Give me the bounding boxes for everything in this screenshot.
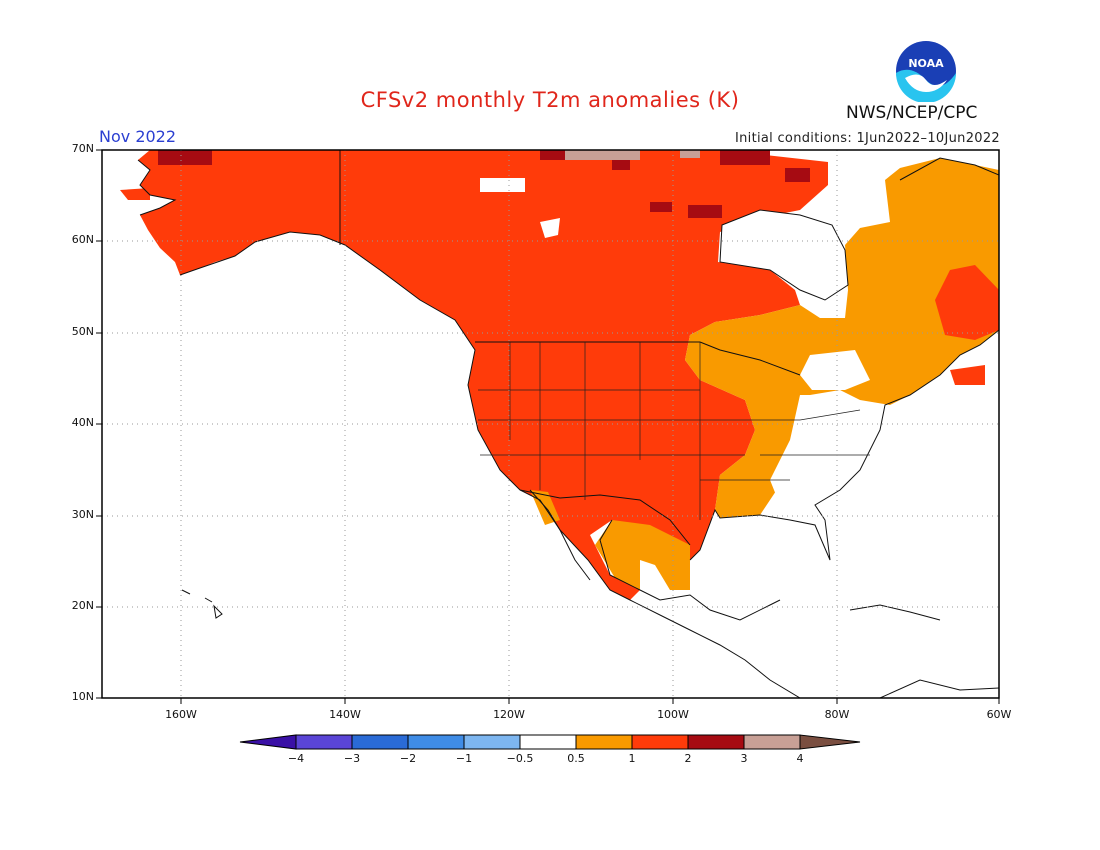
lon-label: 60W <box>986 708 1012 721</box>
anomaly-region-3-to-4 <box>565 150 640 160</box>
lat-label: 40N <box>71 416 94 429</box>
colorbar-bin <box>295 734 353 750</box>
colorbar-bin <box>519 734 577 750</box>
anomaly-region-1-to-2 <box>138 150 828 600</box>
lat-label: 10N <box>71 690 94 703</box>
colorbar-bin <box>351 734 409 750</box>
colorbar-bin <box>407 734 465 750</box>
noaa-logo-text: NOAA <box>908 57 944 70</box>
colorbar-label: 1 <box>628 752 636 765</box>
initial-conditions: Initial conditions: 1Jun2022–10Jun2022 <box>734 131 1000 146</box>
colorbar-label: 0.5 <box>567 752 585 765</box>
axis-ticks <box>96 149 1000 704</box>
colorbar-label: −2 <box>399 752 417 765</box>
anomaly-region-2-to-3 <box>158 150 212 165</box>
colorbar-arrow-high <box>799 734 861 750</box>
lat-label: 20N <box>71 599 94 612</box>
colorbar-label: 3 <box>740 752 748 765</box>
colorbar-label: −0.5 <box>506 752 534 765</box>
anomaly-region-0.5-to-1 <box>685 158 999 518</box>
colorbar-bin <box>575 734 633 750</box>
colorbar-arrow-low <box>239 734 297 750</box>
colorbar <box>239 734 861 750</box>
colorbar-bin <box>743 734 801 750</box>
coastlines <box>137 150 999 698</box>
colorbar-bin <box>687 734 745 750</box>
colorbar-label: 4 <box>796 752 804 765</box>
lon-label: 160W <box>165 708 197 721</box>
lon-label: 80W <box>824 708 850 721</box>
noaa-logo: NOAA <box>896 41 956 102</box>
forecast-month: Nov 2022 <box>99 127 177 146</box>
lat-label: 50N <box>71 325 94 338</box>
lat-label: 60N <box>71 233 94 246</box>
colorbar-bin <box>463 734 521 750</box>
colorbar-label: 2 <box>684 752 692 765</box>
colorbar-bin <box>631 734 689 750</box>
lon-label: 120W <box>493 708 525 721</box>
lon-label: 140W <box>329 708 361 721</box>
lat-label: 70N <box>71 142 94 155</box>
colorbar-label: −3 <box>343 752 361 765</box>
state-borders <box>478 342 870 520</box>
colorbar-label: −4 <box>287 752 305 765</box>
map-title: CFSv2 monthly T2m anomalies (K) <box>360 88 740 112</box>
colorbar-label: −1 <box>455 752 473 765</box>
lat-label: 30N <box>71 508 94 521</box>
lon-label: 100W <box>657 708 689 721</box>
agency-label: NWS/NCEP/CPC <box>846 103 978 123</box>
